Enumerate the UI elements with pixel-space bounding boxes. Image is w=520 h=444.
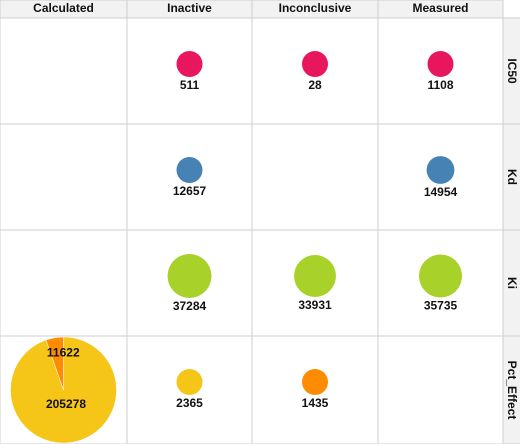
pie-slice <box>176 51 203 77</box>
value-label: 28 <box>308 78 322 92</box>
value-label: 12657 <box>173 184 207 198</box>
value-label: 1435 <box>302 396 329 410</box>
pie-slice <box>176 369 203 395</box>
column-header: Inconclusive <box>279 1 352 15</box>
pie-slice <box>294 255 336 297</box>
value-label: 2365 <box>176 396 203 410</box>
row-header: IC50 <box>505 58 519 84</box>
pie-slice <box>302 369 328 395</box>
column-header: Inactive <box>167 1 212 15</box>
pie-slice <box>418 254 463 298</box>
value-label: 14954 <box>424 185 458 199</box>
pie-slice <box>167 254 212 298</box>
value-label: 35735 <box>424 299 458 313</box>
row-header: Ki <box>505 277 519 289</box>
pie-slice <box>426 156 455 184</box>
value-label: 511 <box>180 78 200 92</box>
pie-slice <box>10 336 117 444</box>
row-header: Pct_Effect <box>505 361 519 420</box>
row-header: Kd <box>505 169 519 185</box>
pie-slice <box>45 336 64 391</box>
column-header: Measured <box>412 1 468 15</box>
value-label: 11622 <box>47 346 80 360</box>
pie-slice <box>427 51 454 77</box>
value-label: 33931 <box>298 298 332 312</box>
value-label: 1108 <box>427 78 453 92</box>
value-label: 205278 <box>46 397 86 411</box>
pie-slice <box>176 157 203 183</box>
pie-slice <box>302 51 328 77</box>
value-label: 37284 <box>173 299 207 313</box>
column-header: Calculated <box>33 1 94 15</box>
